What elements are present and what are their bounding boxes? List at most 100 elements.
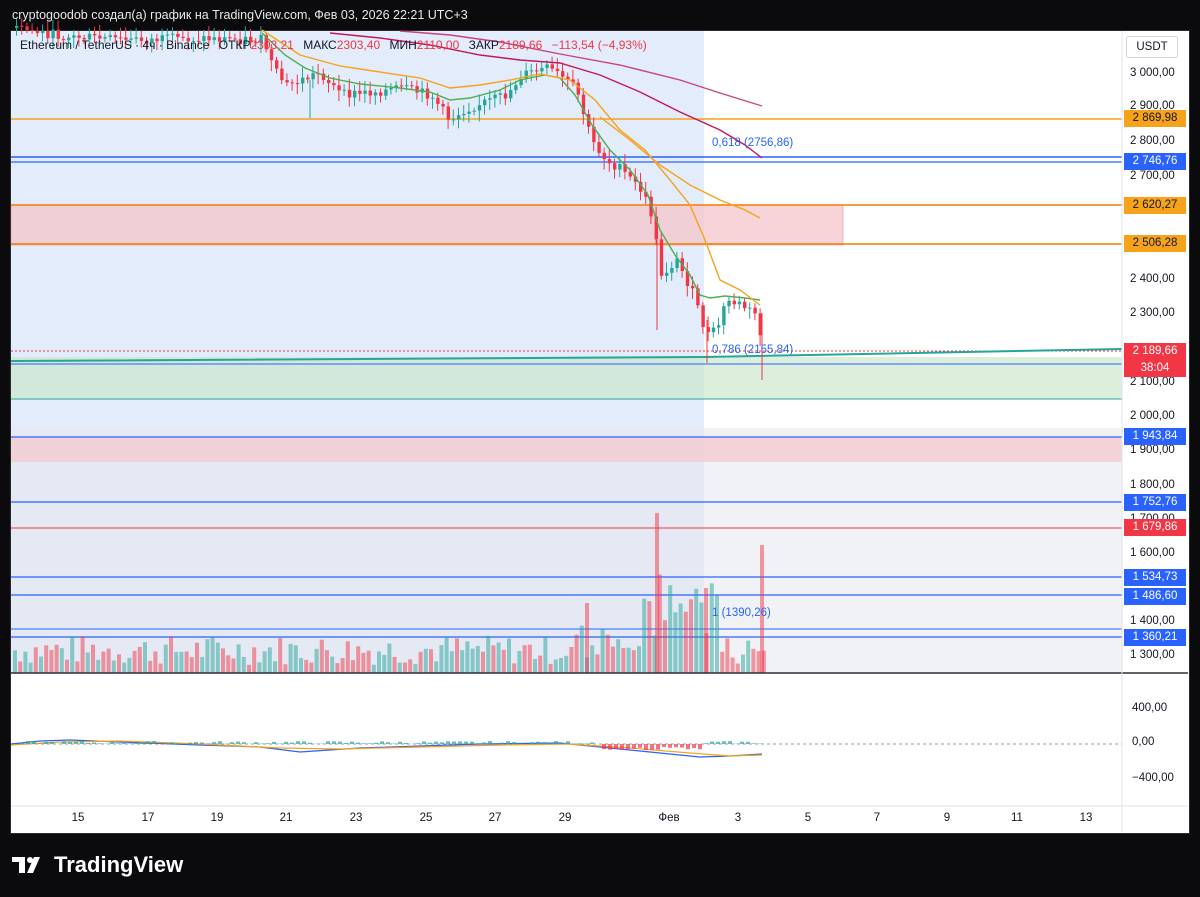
volume-bar <box>252 647 257 673</box>
volume-bar <box>28 662 33 673</box>
candle-body <box>98 35 102 39</box>
candle-body <box>20 25 24 27</box>
volume-bar <box>96 659 101 673</box>
histogram-bar <box>614 744 618 750</box>
candle-body <box>389 88 393 90</box>
candle-body <box>134 37 138 39</box>
volume-bar <box>683 611 688 673</box>
symbol-name[interactable]: Ethereum / TetherUS · 4ч · Binance <box>20 38 210 52</box>
brand-name: TradingView <box>54 852 184 877</box>
histogram-bar <box>140 742 144 744</box>
candle-body <box>488 98 492 100</box>
histogram-bar <box>590 742 594 744</box>
histogram-bar <box>272 741 276 744</box>
price-tick-label: 2 000,00 <box>1130 410 1175 422</box>
volume-bar <box>231 658 236 673</box>
volume-bar <box>278 638 283 673</box>
volume-bar <box>33 647 38 673</box>
volume-bar <box>39 656 43 673</box>
volume-bar <box>241 657 246 673</box>
histogram-bar <box>296 741 300 744</box>
volume-bar <box>496 642 501 673</box>
attribution-bar: cryptogoodob создал(а) график на Trading… <box>0 0 1200 30</box>
candle-body <box>613 163 617 170</box>
histogram-bar <box>464 741 468 744</box>
volume-bar <box>579 625 584 673</box>
candle-body <box>306 77 310 80</box>
histogram-bar <box>74 741 78 744</box>
histogram-bar <box>638 744 642 748</box>
volume-bar <box>517 651 522 673</box>
volume-bar <box>673 612 678 673</box>
histogram-bar <box>488 741 492 744</box>
volume-bar <box>538 655 543 673</box>
candle-body <box>311 73 315 80</box>
tradingview-logo[interactable]: TradingView <box>12 852 183 878</box>
currency-button[interactable]: USDT <box>1126 36 1178 58</box>
candle-body <box>410 85 414 87</box>
time-tick-label: 21 <box>279 812 293 824</box>
symbol-legend: Ethereum / TetherUS · 4ч · Binance ОТКР2… <box>20 38 647 52</box>
open-value: 2303,21 <box>250 38 294 52</box>
candle-body <box>207 36 211 41</box>
histogram-bar <box>188 742 192 744</box>
price-level-badge: 2 620,27 <box>1124 197 1186 214</box>
histogram-bar <box>416 743 420 744</box>
volume-bar <box>392 657 397 673</box>
histogram-bar <box>122 742 126 744</box>
candle-body <box>56 29 60 39</box>
trendline <box>10 348 1123 362</box>
volume-bar <box>512 663 517 673</box>
histogram-bar <box>362 743 366 744</box>
oscillator-tick-label: 0,00 <box>1132 736 1155 748</box>
histogram-bar <box>752 743 756 744</box>
volume-bar <box>54 644 59 673</box>
volume-bar <box>507 638 511 673</box>
high-value: 2303,40 <box>336 38 381 52</box>
price-level-badge: 38:04 <box>1124 360 1186 377</box>
volume-bar <box>127 657 132 673</box>
candle-body <box>275 60 279 69</box>
candle-body <box>72 35 76 38</box>
histogram-bar <box>686 744 690 750</box>
candle-body <box>165 34 170 36</box>
candle-body <box>373 92 378 96</box>
candle-body <box>519 79 523 86</box>
histogram-bar <box>92 742 96 744</box>
ema-mid-line-2 <box>599 116 761 219</box>
candle-body <box>675 258 679 268</box>
histogram-bar <box>578 743 582 744</box>
low-label: МИН <box>389 38 417 52</box>
close-value: 2189,66 <box>498 38 543 52</box>
volume-bar <box>210 637 215 673</box>
histogram-bar <box>152 741 156 744</box>
time-tick-label: 23 <box>349 812 363 824</box>
candle-body <box>441 103 445 107</box>
volume-bar <box>444 637 449 673</box>
histogram-bar <box>620 744 624 750</box>
volume-bar <box>247 664 251 673</box>
ema-slow-line <box>329 32 763 159</box>
histogram-bar <box>326 741 330 744</box>
histogram-bar <box>662 744 666 748</box>
histogram-bar <box>458 741 462 744</box>
volume-bar <box>382 654 387 673</box>
volume-bar <box>299 658 303 673</box>
price-level-badge: 2 746,76 <box>1124 153 1186 170</box>
candle-body <box>181 36 185 38</box>
volume-bar <box>91 644 95 673</box>
candle-body <box>623 164 627 172</box>
candle-body <box>592 126 596 143</box>
candle-body <box>243 36 248 44</box>
candle-body <box>280 68 284 81</box>
volume-bar <box>522 645 527 673</box>
candle-body <box>732 300 736 305</box>
price-level-badge: 2 869,98 <box>1124 110 1186 127</box>
open-label: ОТКР <box>218 38 251 52</box>
candle-body <box>150 38 154 44</box>
time-tick-label: 25 <box>419 812 433 824</box>
low-value: 2110,00 <box>416 38 460 52</box>
candle-body <box>212 37 216 41</box>
candle-body <box>103 37 107 39</box>
